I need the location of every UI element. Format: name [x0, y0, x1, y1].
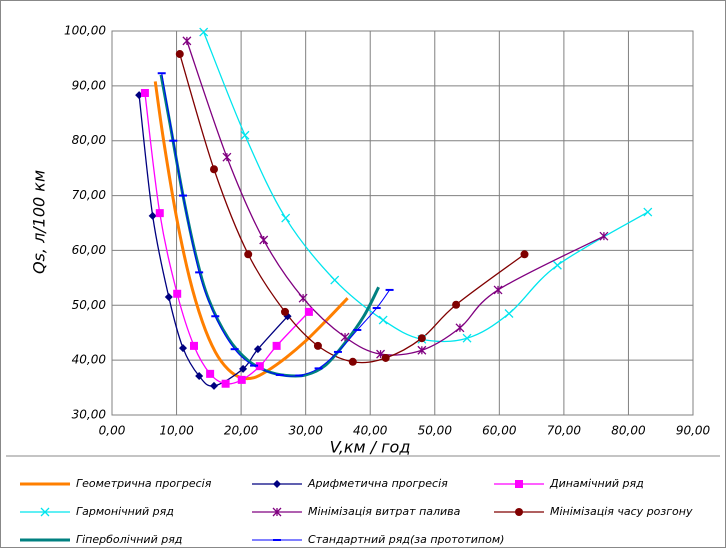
marker [643, 207, 653, 217]
marker [348, 357, 357, 366]
x-tick-label: 20,00 [224, 424, 259, 438]
legend-label: Гармонічний ряд [76, 505, 174, 518]
marker [175, 50, 184, 59]
marker [244, 250, 253, 259]
marker [552, 260, 562, 270]
y-tick-label: 100,00 [64, 24, 106, 38]
legend-label: Мінімізація часу розгону [550, 505, 693, 518]
x-tick-label: 60,00 [482, 424, 517, 438]
x-tick-label: 70,00 [547, 424, 582, 438]
legend-label: Мінімізація витрат палива [308, 505, 461, 518]
marker [340, 332, 350, 342]
marker [222, 152, 232, 162]
marker [281, 213, 291, 223]
marker [237, 375, 246, 384]
marker [209, 165, 218, 174]
y-tick-label: 50,00 [72, 298, 107, 312]
marker [195, 372, 204, 381]
x-tick-label: 90,00 [676, 424, 711, 438]
x-tick-label: 0,00 [99, 424, 126, 438]
y-tick-label: 90,00 [72, 78, 107, 92]
y-tick-label: 80,00 [72, 133, 107, 147]
y-tick-label: 30,00 [72, 408, 107, 422]
x-tick-label: 40,00 [353, 424, 388, 438]
x-tick-label: 50,00 [418, 424, 453, 438]
y-tick-label: 60,00 [72, 243, 107, 257]
marker [40, 507, 50, 517]
marker [298, 293, 308, 303]
x-tick-label: 30,00 [288, 424, 323, 438]
y-axis-label: Qs, л/100 км [30, 170, 49, 274]
marker [452, 300, 461, 309]
series-line [203, 31, 649, 343]
x-axis-label: V,км / год [330, 438, 411, 457]
legend-label: Динамічний ряд [549, 477, 644, 490]
marker [417, 334, 426, 343]
marker [179, 344, 188, 353]
marker [515, 508, 523, 516]
series-line [153, 81, 349, 381]
marker [381, 353, 390, 362]
marker [255, 362, 264, 371]
series-line [179, 53, 525, 364]
marker [515, 480, 523, 488]
y-tick-label: 40,00 [72, 353, 107, 367]
marker [221, 379, 230, 388]
marker [599, 231, 609, 241]
marker [378, 315, 388, 325]
marker [189, 341, 198, 350]
marker [462, 333, 472, 343]
marker [239, 364, 248, 373]
marker [155, 209, 164, 218]
marker [504, 309, 514, 318]
marker [304, 307, 313, 316]
marker [182, 36, 192, 46]
marker [272, 507, 282, 517]
marker [417, 345, 427, 355]
legend-label: Стандартний ряд(за прототипом) [308, 533, 504, 546]
legend-label: Гіперболічний ряд [76, 533, 182, 546]
marker [148, 211, 157, 220]
marker [140, 88, 149, 97]
series-markers [135, 27, 653, 390]
marker [209, 381, 218, 390]
grid: 30,00 40,00 50,00 60,00 70,00 80,00 90,00 100,0… [64, 24, 711, 438]
marker [520, 250, 529, 259]
marker [272, 341, 281, 350]
marker [199, 27, 209, 37]
y-tick-label: 70,00 [72, 188, 107, 202]
marker [259, 235, 269, 245]
marker [281, 307, 290, 316]
legend-label: Арифметична прогресія [307, 477, 448, 490]
legend-label: Геометрична прогресія [76, 477, 212, 490]
marker [253, 345, 262, 354]
marker [273, 480, 281, 488]
series-line [186, 40, 605, 356]
marker [313, 341, 322, 350]
x-tick-label: 80,00 [611, 424, 646, 438]
marker [493, 285, 503, 295]
marker [455, 323, 465, 333]
legend: Геометрична прогресія Арифметична прогрес… [20, 477, 693, 546]
marker [164, 293, 173, 302]
marker [206, 369, 215, 378]
marker [173, 289, 182, 298]
marker [240, 130, 250, 140]
x-tick-label: 10,00 [159, 424, 194, 438]
marker [330, 275, 340, 285]
